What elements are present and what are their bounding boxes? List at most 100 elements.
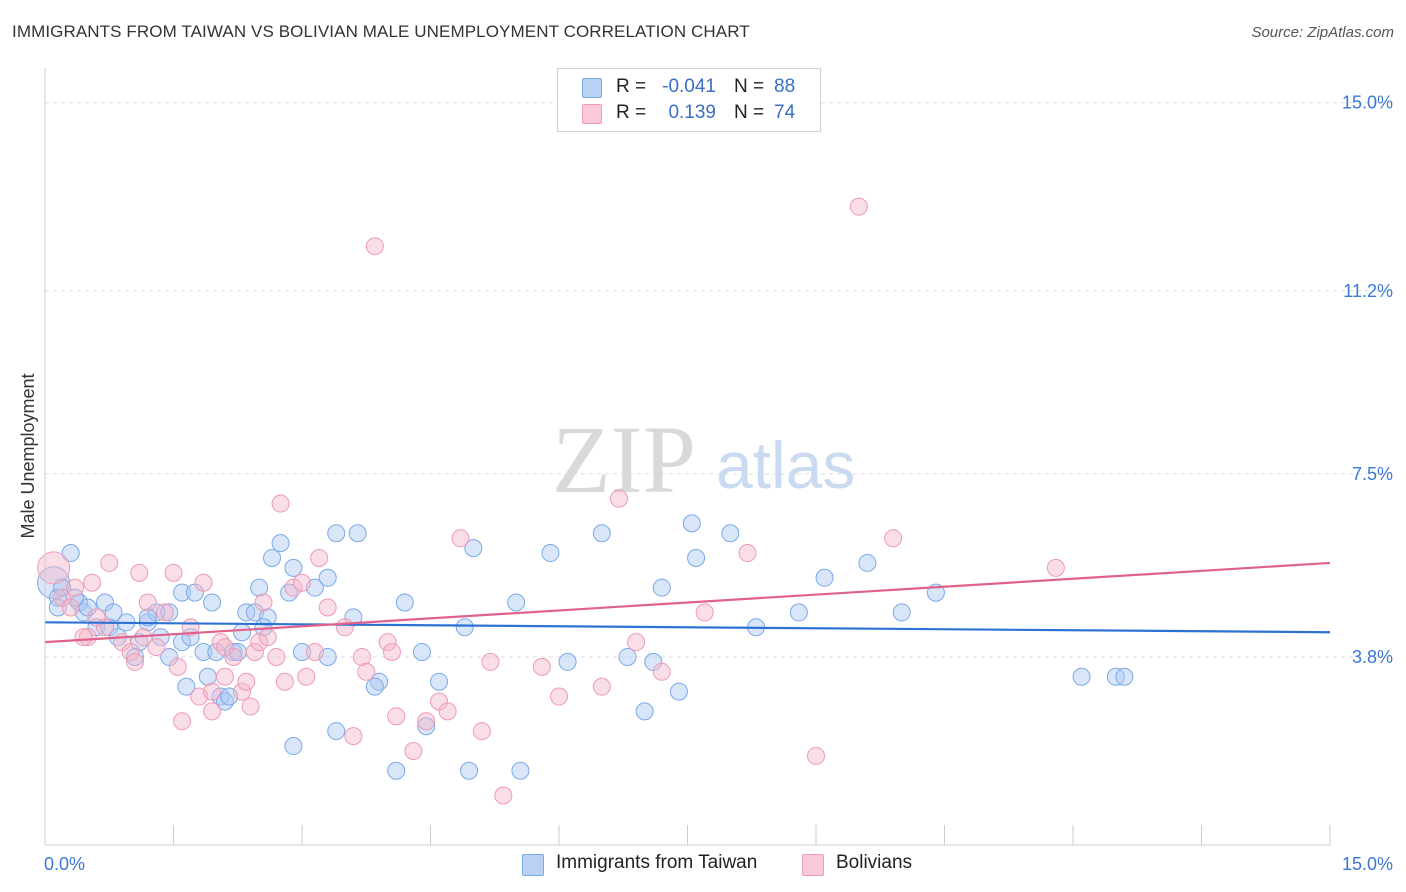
bolivians-point <box>245 643 264 662</box>
taiwan-point <box>173 583 192 602</box>
taiwan-point <box>48 598 67 617</box>
bolivians-point <box>241 697 260 716</box>
taiwan-point <box>541 544 560 563</box>
grid-layer <box>45 102 1390 658</box>
bolivians-point <box>451 529 470 548</box>
taiwan-point <box>815 568 834 587</box>
taiwan-point <box>417 717 436 736</box>
taiwan-point <box>194 643 213 662</box>
watermark: ZIP atlas <box>552 406 855 513</box>
points-layer <box>37 197 1134 805</box>
bolivians-point <box>550 687 568 706</box>
chart-title: IMMIGRANTS FROM TAIWAN VS BOLIVIAN MALE … <box>12 22 750 41</box>
taiwan-point <box>1115 667 1134 686</box>
y-tick-label: 7.5% <box>1352 464 1393 484</box>
bolivians-point <box>627 633 646 652</box>
taiwan-point <box>263 548 282 567</box>
bolivians-point <box>125 652 144 671</box>
bolivians-point <box>404 741 423 760</box>
bottom-legend-swatch-taiwan <box>522 854 544 876</box>
legend-n-label: N = <box>734 76 765 97</box>
taiwan-point <box>618 647 637 666</box>
taiwan-point <box>327 524 346 543</box>
bolivians-point <box>438 702 457 721</box>
bolivians-point <box>78 628 97 647</box>
bolivians-point <box>481 652 500 671</box>
taiwan-point <box>507 593 526 612</box>
bolivians-point <box>417 712 436 731</box>
bolivians-trend-line <box>44 561 1331 644</box>
bottom-legend-swatch-bolivians <box>802 854 824 876</box>
bolivians-point <box>652 662 671 681</box>
bolivians-point <box>155 603 174 622</box>
taiwan-point <box>682 514 701 533</box>
y-tick-label: 11.2% <box>1343 281 1393 301</box>
taiwan-point <box>464 539 483 558</box>
taiwan-point <box>365 677 384 696</box>
taiwan-point <box>892 603 911 622</box>
legend-swatch-taiwan <box>582 78 602 98</box>
bolivians-point <box>738 544 757 563</box>
taiwan-point <box>558 652 577 671</box>
bolivians-point <box>884 529 903 548</box>
legend-r-label: R = <box>616 102 647 123</box>
source-label: Source: ZipAtlas.com <box>1251 24 1394 41</box>
taiwan-trend-line <box>44 621 1331 634</box>
legend-n-value: 88 <box>774 76 796 97</box>
bolivians-point <box>695 603 714 622</box>
bolivians-point <box>357 662 376 681</box>
taiwan-point <box>271 534 290 553</box>
bolivians-point <box>494 786 513 805</box>
taiwan-point <box>592 524 611 543</box>
taiwan-point <box>65 588 84 607</box>
bolivians-point <box>254 593 273 612</box>
bolivians-point <box>250 633 269 652</box>
taiwan-point <box>635 702 654 721</box>
taiwan-point <box>721 524 740 543</box>
taiwan-point <box>293 643 311 662</box>
bolivians-point <box>849 197 868 216</box>
legend-n-value: 74 <box>774 102 796 123</box>
bolivians-point <box>609 489 628 508</box>
taiwan-point <box>327 722 346 741</box>
bolivians-point <box>65 578 84 597</box>
taiwan-point <box>284 558 303 577</box>
bolivians-point <box>382 643 401 662</box>
taiwan-point <box>1072 667 1091 686</box>
y-axis-label: Male Unemployment <box>18 373 38 538</box>
bolivians-point <box>310 548 329 567</box>
taiwan-point <box>318 568 337 587</box>
bolivians-point <box>203 702 222 721</box>
bolivians-point <box>387 707 406 726</box>
bolivians-point <box>138 593 157 612</box>
bolivians-point <box>168 657 187 676</box>
bolivians-point <box>335 618 354 637</box>
taiwan-point <box>104 603 123 622</box>
y-tick-label: 3.8% <box>1352 647 1393 667</box>
taiwan-point <box>198 667 217 686</box>
bottom-legend-label-taiwan: Immigrants from Taiwan <box>556 852 758 873</box>
trend-layer <box>44 561 1331 644</box>
bolivians-point <box>237 672 256 691</box>
taiwan-point <box>412 643 431 662</box>
taiwan-point <box>460 761 479 780</box>
taiwan-point <box>387 761 406 780</box>
taiwan-point <box>858 553 877 572</box>
bolivians-point <box>275 672 294 691</box>
taiwan-point <box>233 623 252 642</box>
taiwan-point <box>177 677 196 696</box>
legend-r-value: -0.041 <box>662 76 716 97</box>
legend-n-label: N = <box>734 102 765 123</box>
bolivians-point <box>258 628 277 647</box>
legend-r-label: R = <box>616 76 647 97</box>
taiwan-point <box>61 544 80 563</box>
bolivians-point <box>203 682 222 701</box>
bolivians-point <box>472 722 491 741</box>
bolivians-point <box>305 643 324 662</box>
watermark-zip: ZIP <box>552 406 696 513</box>
bolivians-point <box>215 667 234 686</box>
taiwan-point <box>224 643 243 662</box>
bolivians-point <box>130 563 149 582</box>
bolivians-point <box>147 638 166 657</box>
bottom-legend-label-bolivians: Bolivians <box>836 852 913 873</box>
